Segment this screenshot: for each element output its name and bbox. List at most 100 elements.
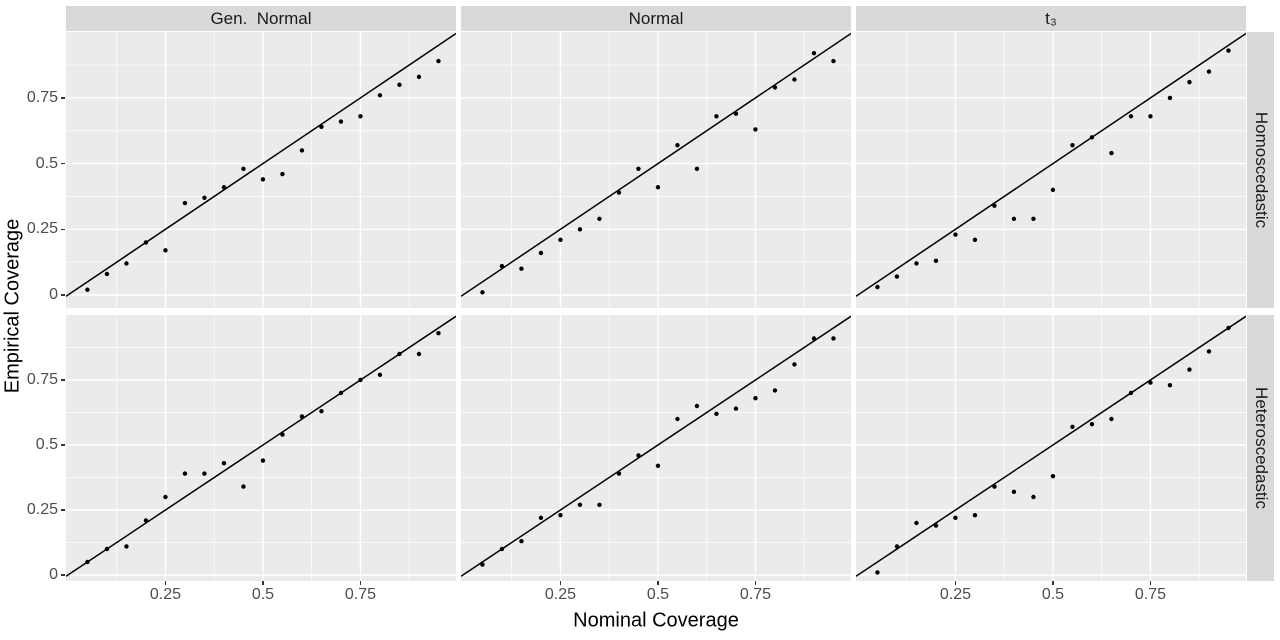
y-tick-mark bbox=[61, 97, 65, 99]
data-point bbox=[992, 203, 997, 208]
data-point bbox=[914, 520, 919, 526]
data-point bbox=[538, 250, 544, 256]
identity-reference-line bbox=[66, 32, 456, 297]
data-point bbox=[1089, 135, 1095, 140]
data-point bbox=[577, 227, 583, 232]
data-point bbox=[1226, 48, 1231, 53]
data-point bbox=[733, 111, 739, 116]
data-point bbox=[894, 544, 900, 549]
y-tick-mark bbox=[61, 379, 65, 381]
y-tick-label: 0.25 bbox=[26, 220, 58, 238]
y-tick-mark bbox=[61, 294, 65, 296]
data-point bbox=[163, 494, 168, 500]
panel-t--homoscedastic bbox=[856, 32, 1246, 308]
y-tick-label: 0 bbox=[49, 566, 58, 583]
data-point bbox=[182, 200, 188, 206]
y-tick-label: 0.5 bbox=[35, 154, 58, 172]
y-tick-mark bbox=[61, 574, 65, 576]
panel-t--heteroscedastic bbox=[856, 315, 1246, 581]
data-point bbox=[280, 171, 285, 177]
data-point bbox=[519, 266, 524, 271]
data-point bbox=[480, 562, 485, 567]
row-facet-strip-0: Homoscedastic bbox=[1247, 32, 1274, 308]
identity-reference-line bbox=[461, 315, 851, 577]
x-tick-label: 0.25 bbox=[149, 586, 181, 603]
data-point bbox=[416, 351, 422, 357]
data-point bbox=[577, 502, 583, 507]
data-point bbox=[953, 232, 958, 237]
data-point bbox=[397, 351, 402, 357]
x-tick-mark bbox=[657, 581, 659, 585]
data-point bbox=[124, 544, 129, 549]
data-point bbox=[1070, 143, 1075, 148]
data-point bbox=[182, 471, 188, 476]
data-point bbox=[831, 336, 836, 341]
data-point bbox=[104, 546, 110, 552]
data-point bbox=[792, 77, 797, 82]
data-point bbox=[397, 82, 402, 87]
data-point bbox=[1109, 416, 1114, 422]
x-tick-label: 0.25 bbox=[939, 586, 971, 603]
data-point bbox=[143, 240, 149, 245]
data-point bbox=[1011, 216, 1017, 221]
data-point bbox=[831, 58, 836, 64]
col-facet-strip-1: Normal bbox=[461, 6, 851, 31]
data-point bbox=[1167, 95, 1173, 101]
data-point bbox=[260, 458, 266, 463]
data-point bbox=[914, 261, 919, 266]
identity-reference-line bbox=[856, 32, 1246, 297]
data-point bbox=[753, 127, 758, 132]
data-point bbox=[636, 166, 641, 172]
data-point bbox=[499, 263, 505, 269]
x-tick-mark bbox=[754, 581, 757, 585]
data-point bbox=[436, 58, 441, 64]
data-point bbox=[221, 185, 227, 190]
panel-gen-normal-heteroscedastic bbox=[66, 315, 456, 581]
data-point bbox=[1226, 325, 1231, 331]
data-point bbox=[221, 461, 227, 466]
data-point bbox=[319, 409, 324, 414]
data-point bbox=[972, 513, 978, 518]
y-tick-label: 0.75 bbox=[26, 88, 58, 106]
x-tick-label: 0.75 bbox=[344, 586, 376, 603]
data-point bbox=[733, 406, 739, 411]
x-tick-mark bbox=[954, 581, 957, 585]
y-tick-mark bbox=[61, 509, 65, 511]
y-tick-label: 0.25 bbox=[26, 501, 58, 518]
data-point bbox=[1148, 114, 1153, 119]
panel-plot-area bbox=[856, 32, 1246, 308]
data-point bbox=[875, 570, 880, 575]
data-point bbox=[124, 261, 129, 266]
panel-gen-normal-homoscedastic bbox=[66, 32, 456, 308]
data-point bbox=[894, 274, 900, 279]
panel-plot-area bbox=[66, 32, 456, 308]
data-point bbox=[1206, 69, 1212, 74]
data-point bbox=[499, 546, 505, 552]
data-point bbox=[241, 484, 246, 489]
data-point bbox=[933, 258, 939, 264]
row-facet-strip-label: Homoscedastic bbox=[1251, 111, 1271, 229]
data-point bbox=[480, 290, 485, 295]
data-point bbox=[1031, 216, 1036, 221]
x-tick-label: 0.5 bbox=[251, 586, 275, 603]
data-point bbox=[85, 559, 90, 565]
y-tick-mark bbox=[61, 228, 65, 231]
data-point bbox=[202, 471, 207, 476]
col-facet-strip-2: t₃ bbox=[856, 6, 1246, 31]
data-point bbox=[416, 74, 422, 80]
data-point bbox=[260, 177, 266, 182]
data-point bbox=[753, 396, 758, 401]
identity-reference-line bbox=[461, 32, 851, 297]
col-facet-strip-0: Gen. Normal bbox=[66, 6, 456, 31]
data-point bbox=[655, 185, 661, 190]
y-tick-label: 0.5 bbox=[35, 436, 58, 453]
x-tick-mark bbox=[262, 581, 264, 585]
data-point bbox=[1070, 424, 1075, 429]
x-tick-label: 0.75 bbox=[1134, 586, 1166, 603]
x-tick-label: 0.75 bbox=[739, 586, 771, 603]
x-tick-label: 0.5 bbox=[646, 586, 670, 603]
data-point bbox=[163, 248, 168, 253]
data-point bbox=[299, 148, 305, 153]
identity-reference-line bbox=[856, 315, 1246, 577]
